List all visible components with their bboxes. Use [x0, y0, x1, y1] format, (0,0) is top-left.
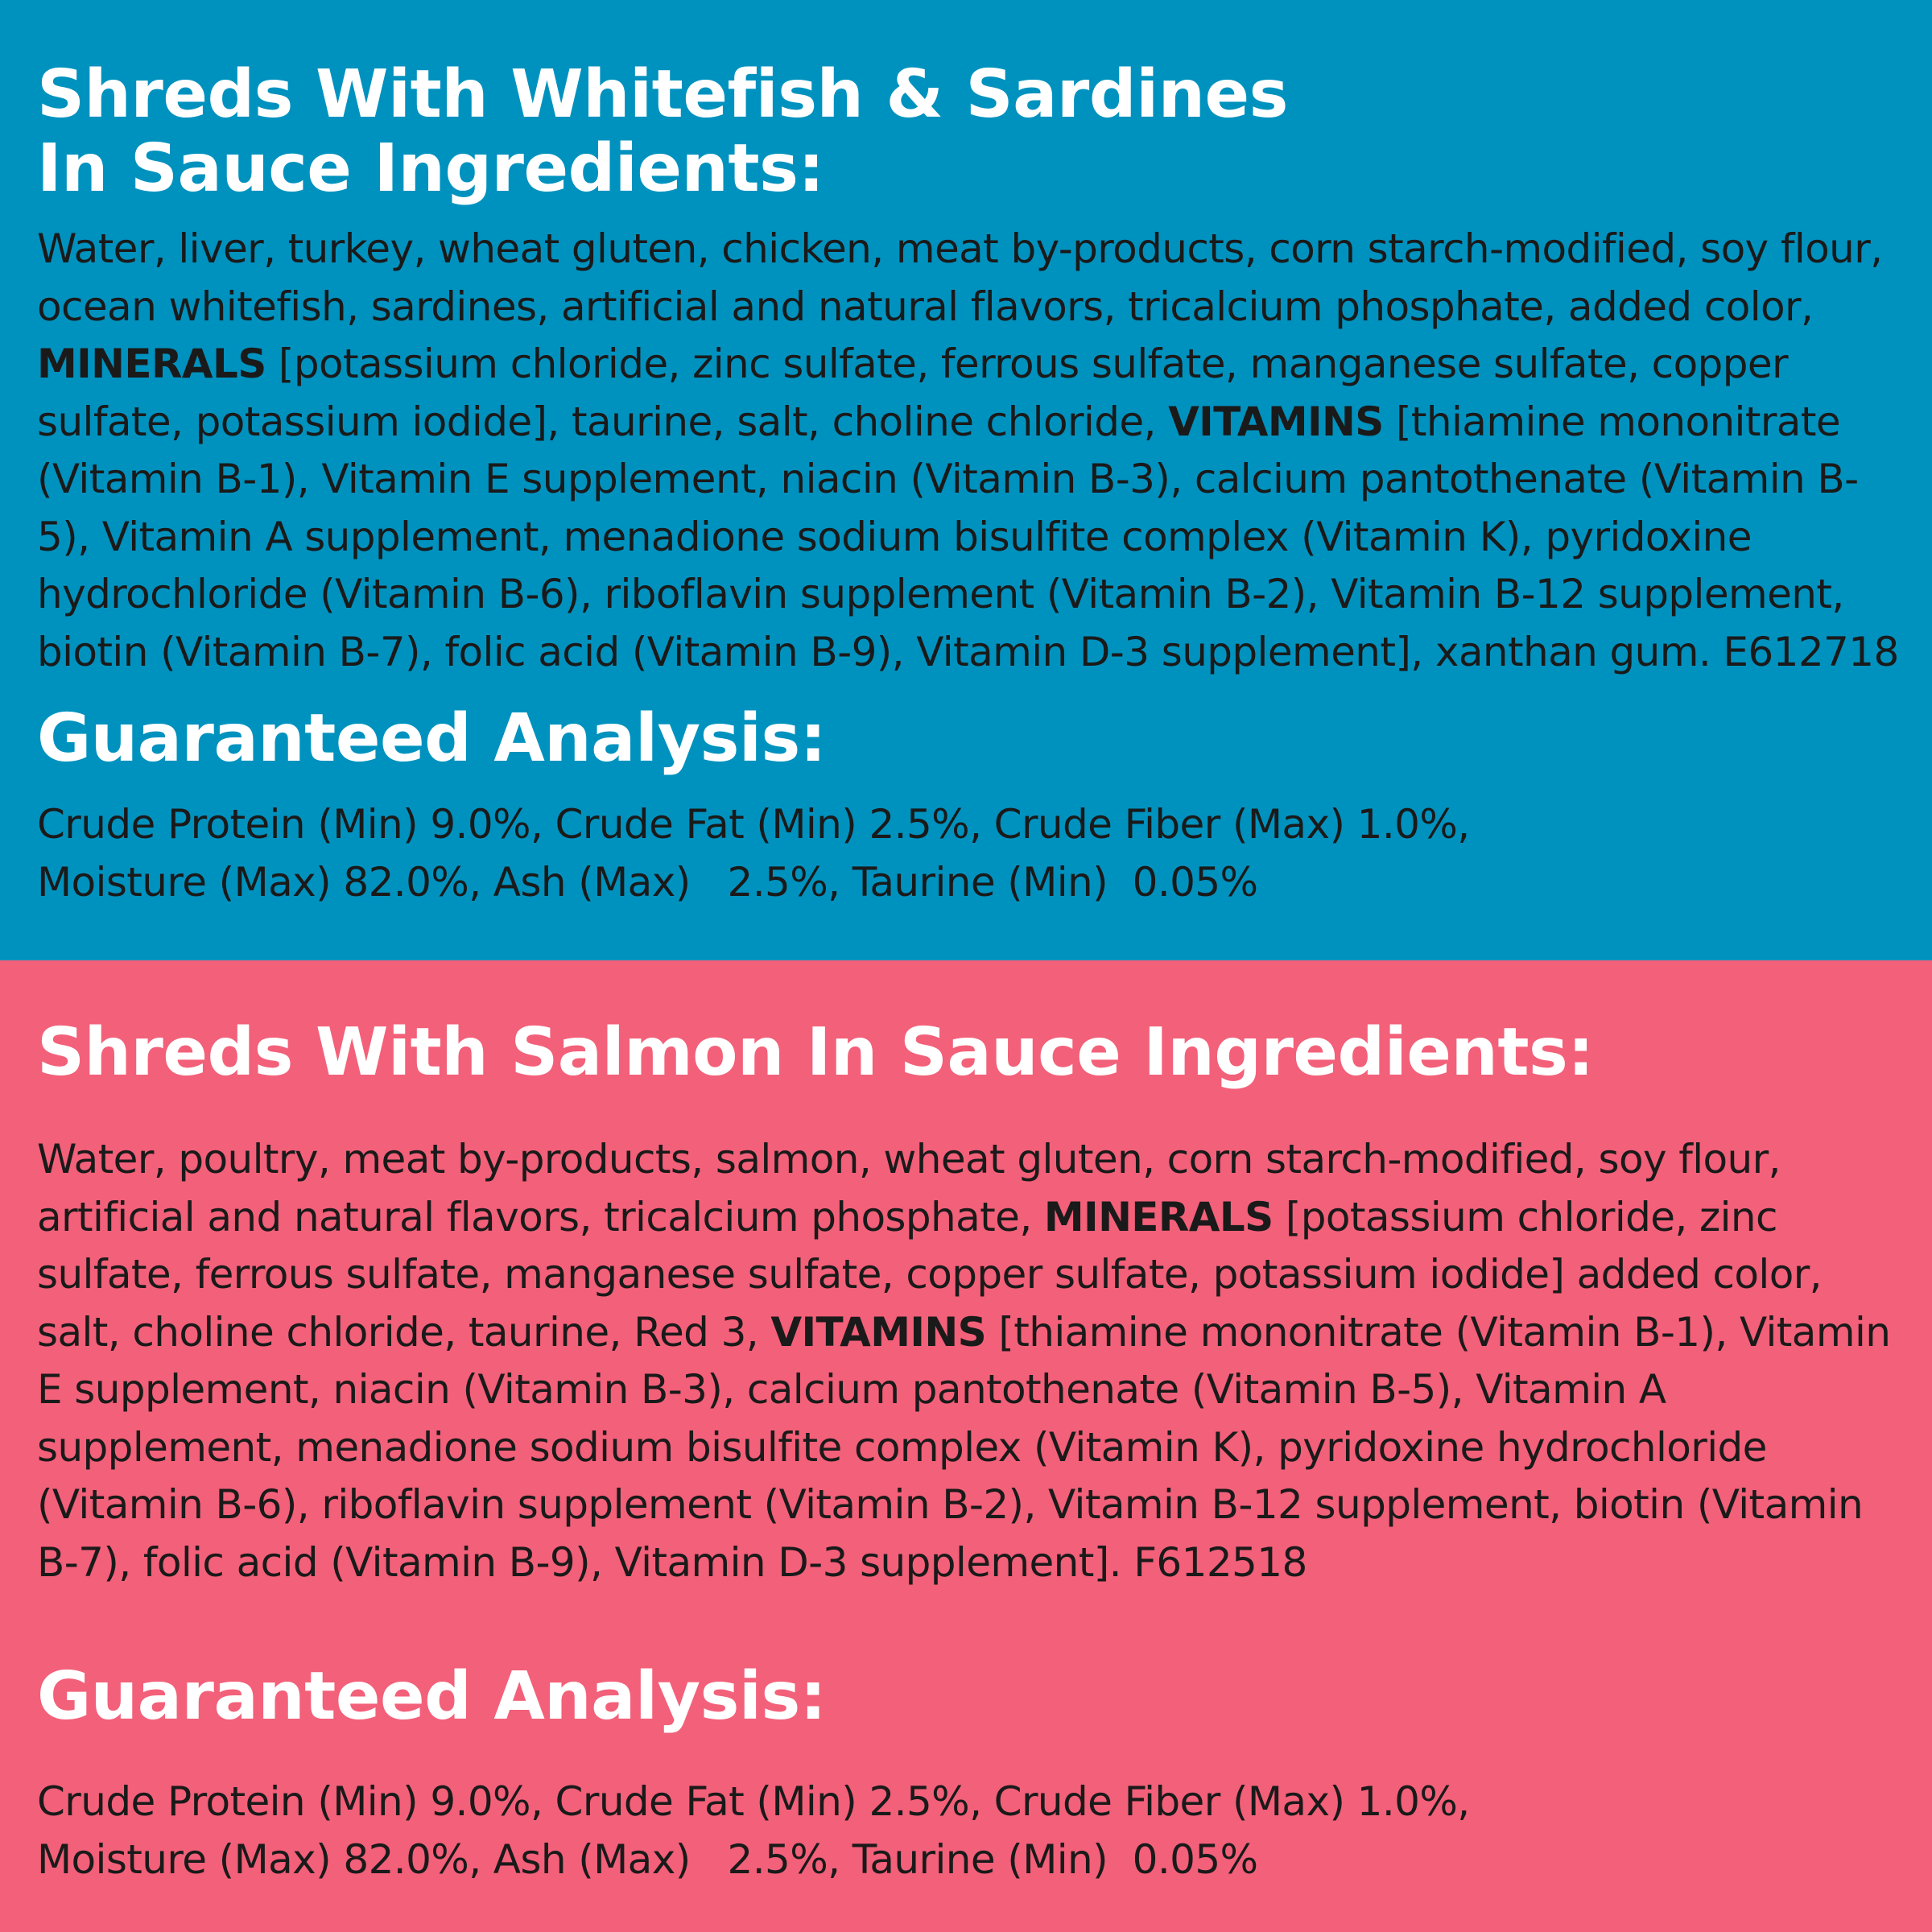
- salmon-guaranteed-analysis-text: Crude Protein (Min) 9.0%, Crude Fat (Min…: [37, 1773, 1470, 1889]
- whitefish-guaranteed-analysis-title: Guaranteed Analysis:: [37, 700, 827, 777]
- whitefish-sardines-panel: Shreds With Whitefish & Sardines In Sauc…: [0, 0, 1932, 960]
- whitefish-ingredients-text: Water, liver, turkey, wheat gluten, chic…: [37, 221, 1905, 681]
- salmon-ingredients-part3: [thiamine mononitrate (Vitamin B-1), Vit…: [37, 1308, 1891, 1586]
- whitefish-ingredients-part1: Water, liver, turkey, wheat gluten, chic…: [37, 225, 1883, 330]
- salmon-guaranteed-analysis-title: Guaranteed Analysis:: [37, 1658, 827, 1735]
- salmon-minerals-label: MINERALS: [1043, 1193, 1274, 1241]
- whitefish-ga-line2: Moisture (Max) 82.0%, Ash (Max) 2.5%, Ta…: [37, 858, 1258, 906]
- whitefish-guaranteed-analysis-text: Crude Protein (Min) 9.0%, Crude Fat (Min…: [37, 796, 1470, 911]
- salmon-vitamins-label: VITAMINS: [770, 1308, 987, 1356]
- whitefish-ingredients-title: Shreds With Whitefish & Sardines In Sauc…: [37, 58, 1288, 206]
- whitefish-title-line1: Shreds With Whitefish & Sardines: [37, 56, 1288, 133]
- whitefish-ga-line1: Crude Protein (Min) 9.0%, Crude Fat (Min…: [37, 801, 1470, 848]
- salmon-ga-line2: Moisture (Max) 82.0%, Ash (Max) 2.5%, Ta…: [37, 1835, 1258, 1883]
- salmon-ga-line1: Crude Protein (Min) 9.0%, Crude Fat (Min…: [37, 1778, 1470, 1825]
- salmon-panel: Shreds With Salmon In Sauce Ingredients:…: [0, 960, 1932, 1932]
- salmon-ingredients-text: Water, poultry, meat by-products, salmon…: [37, 1131, 1905, 1591]
- salmon-ingredients-title: Shreds With Salmon In Sauce Ingredients:: [37, 1014, 1594, 1091]
- whitefish-title-line2: In Sauce Ingredients:: [37, 130, 824, 207]
- whitefish-ingredients-part2: [potassium chloride, zinc sulfate, ferro…: [37, 341, 1789, 445]
- whitefish-ingredients-part3: [thiamine mononitrate (Vitamin B-1), Vit…: [37, 398, 1899, 675]
- salmon-ingredients-part2: [potassium chloride, zinc sulfate, ferro…: [37, 1193, 1823, 1356]
- salmon-ingredients-part1: Water, poultry, meat by-products, salmon…: [37, 1136, 1781, 1241]
- whitefish-vitamins-label: VITAMINS: [1168, 398, 1384, 445]
- whitefish-minerals-label: MINERALS: [37, 341, 266, 387]
